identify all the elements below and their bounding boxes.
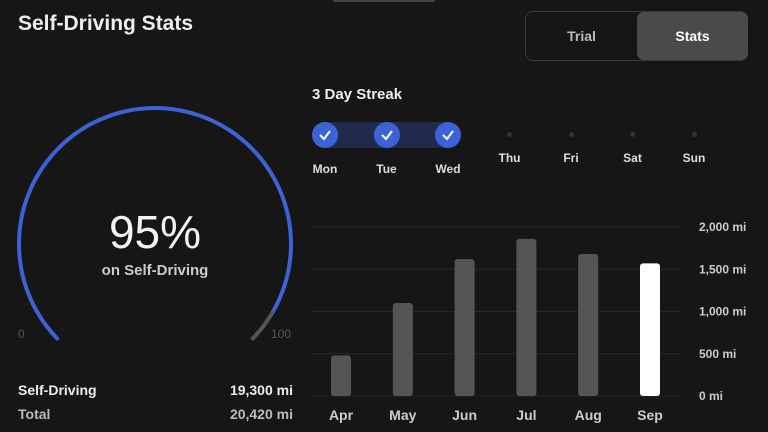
x-tick-label: Aug <box>575 407 602 423</box>
x-tick-label: Jun <box>452 407 477 423</box>
gauge-fill <box>17 106 293 341</box>
check-icon <box>373 122 400 148</box>
gauge-min-label: 0 <box>18 327 25 341</box>
bar-aug <box>578 254 599 396</box>
tab-trial[interactable]: Trial <box>567 28 596 44</box>
streak-title: 3 Day Streak <box>312 86 403 103</box>
self-driving-value: 19,300 mi <box>229 382 293 398</box>
empty-day-dot <box>568 132 574 137</box>
streak-day: Thu <box>490 122 530 165</box>
gauge-percent: 95% <box>108 206 202 258</box>
self-driving-row: Self-Driving 19,300 mi <box>18 382 293 398</box>
day-label: Sun <box>682 151 706 165</box>
view-toggle: Trial Stats <box>525 11 748 61</box>
day-label: Thu <box>498 151 521 165</box>
self-driving-gauge <box>17 106 293 341</box>
tab-stats[interactable]: Stats <box>637 12 748 60</box>
streak-day: Wed <box>428 122 468 176</box>
streak-day: Sun <box>674 122 714 165</box>
x-tick-label: Apr <box>329 407 354 423</box>
streak-day: Sat <box>613 122 653 165</box>
bar-may <box>392 303 413 396</box>
check-icon <box>312 122 338 148</box>
day-label: Fri <box>563 151 579 165</box>
bar-apr <box>331 355 351 396</box>
bar-sep <box>640 263 660 396</box>
empty-day-dot <box>507 132 512 137</box>
x-tick-label: Sep <box>637 407 663 423</box>
total-value: 20,420 mi <box>229 406 293 422</box>
y-tick-label: 500 mi <box>699 347 736 361</box>
streak-day: Fri <box>551 122 591 165</box>
streak-day: Mon <box>305 122 345 176</box>
bar-jun <box>454 259 475 396</box>
empty-day-dot <box>630 132 635 137</box>
gauge-label: on Self-Driving <box>101 262 209 279</box>
y-tick-label: 0 mi <box>699 389 723 403</box>
streak-day: Tue <box>367 122 407 176</box>
total-row: Total 20,420 mi <box>18 406 293 422</box>
y-tick-label: 2,000 mi <box>699 220 746 234</box>
day-label: Tue <box>376 162 397 176</box>
self-driving-label: Self-Driving <box>18 382 97 398</box>
x-tick-label: Jul <box>516 407 536 423</box>
page-title: Self-Driving Stats <box>18 12 194 35</box>
empty-day-dot <box>691 132 697 137</box>
top-handle <box>333 0 435 2</box>
y-tick-label: 1,500 mi <box>699 262 746 276</box>
x-tick-label: May <box>389 407 416 423</box>
day-label: Mon <box>312 162 338 176</box>
check-icon <box>435 122 461 148</box>
y-tick-label: 1,000 mi <box>699 305 746 319</box>
bar-jul <box>516 238 537 396</box>
monthly-miles-chart: 0 mi 500 mi 1,000 mi 1,500 mi 2,000 mi Apr May… <box>312 220 746 423</box>
day-label: Sat <box>623 151 642 165</box>
gauge-remainder <box>250 311 275 341</box>
total-label: Total <box>18 406 51 422</box>
gauge-max-label: 100 <box>271 327 292 341</box>
day-label: Wed <box>435 162 461 176</box>
